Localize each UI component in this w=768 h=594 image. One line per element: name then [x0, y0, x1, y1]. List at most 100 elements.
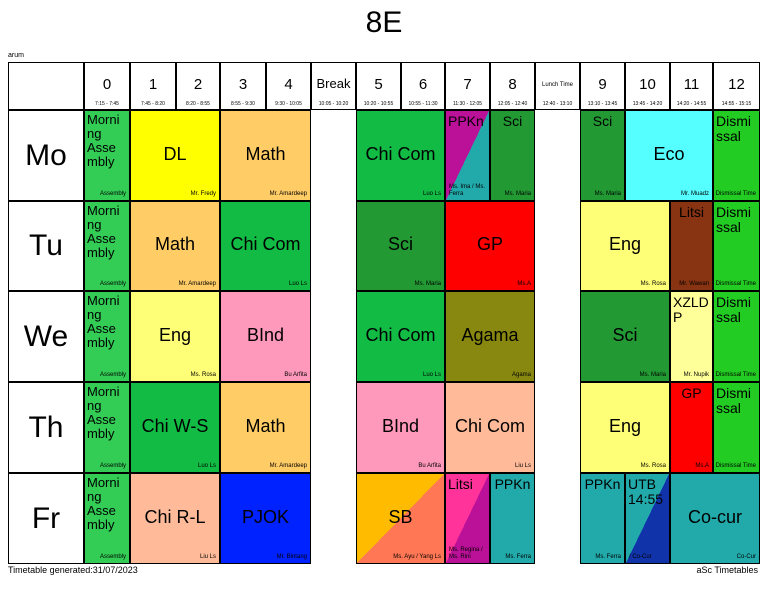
lesson-card[interactable]: BInd Bu Arfita — [356, 382, 445, 473]
lesson-subject: PPKn — [584, 476, 621, 492]
lesson-card[interactable]: Math Mr. Amardeep — [220, 382, 311, 473]
lesson-subject: Math — [245, 143, 286, 164]
lesson-card[interactable]: UTB 14:55 / Co-Cur — [625, 473, 670, 564]
day-label-fr: Fr — [8, 473, 84, 564]
lesson-teacher: Ms. Ayu / Yang Ls — [393, 554, 441, 560]
period-header-9: 8 12:05 - 12:40 — [490, 62, 535, 110]
lesson-card[interactable]: PPKn Ms. Ima / Ms. Ferra — [445, 110, 490, 201]
lesson-card[interactable]: PJOK Mr. Bintang — [220, 473, 311, 564]
lesson-teacher: Co-Cur — [736, 554, 756, 560]
lesson-card[interactable]: Chi Com Luo Ls — [220, 201, 311, 291]
lesson-teacher: Dismissal Time — [715, 372, 756, 378]
lesson-teacher: Mr. Amardeep — [269, 463, 307, 469]
lesson-teacher: Mr. Amardeep — [178, 281, 216, 287]
lesson-card[interactable]: PPKn Ms. Ferra — [580, 473, 625, 564]
lesson-card[interactable]: Morni ng Asse mbly Assembly — [84, 291, 130, 382]
lesson-card[interactable]: Morni ng Asse mbly Assembly — [84, 110, 130, 201]
lesson-card[interactable]: PPKn Ms. Ferra — [490, 473, 535, 564]
lesson-subject: Litsi — [448, 476, 473, 492]
lesson-card[interactable]: Chi Com Liu Ls — [445, 382, 535, 473]
period-header-11: 9 13:10 - 13:45 — [580, 62, 625, 110]
lesson-teacher: Mr. Muadz — [680, 191, 709, 197]
lesson-teacher: Ms. Ima / Ms. Ferra — [449, 184, 485, 197]
lesson-card[interactable]: Chi Com Luo Ls — [356, 291, 445, 382]
lesson-teacher: Luo Ls — [288, 281, 307, 287]
lesson-subject: Chi Com — [230, 234, 301, 255]
lesson-subject: Chi R-L — [144, 506, 206, 527]
lesson-card[interactable]: Sci Ms. Maria — [356, 201, 445, 291]
period-number: 11 — [683, 76, 700, 93]
lesson-teacher: Mr. Amardeep — [269, 191, 307, 197]
period-number: 7 — [463, 76, 472, 93]
lesson-card[interactable]: Math Mr. Amardeep — [130, 201, 220, 291]
lesson-teacher: Agama — [511, 372, 531, 378]
lesson-card[interactable]: Dismi ssal Dismissal Time — [713, 291, 760, 382]
lesson-card[interactable]: Morni ng Asse mbly Assembly — [84, 473, 130, 564]
lesson-subject: PPKn — [494, 476, 531, 492]
lesson-teacher: Ms. Ferra — [595, 554, 621, 560]
lesson-subject: Eng — [608, 234, 642, 255]
lesson-card[interactable]: Litsi Mr. Wawan — [670, 201, 713, 291]
lesson-card[interactable]: Morni ng Asse mbly Assembly — [84, 382, 130, 473]
lesson-card[interactable]: Sci Ms. Maria — [490, 110, 535, 201]
top-left-label: arum — [8, 52, 24, 59]
lesson-card[interactable]: Sci Ms. Maria — [580, 110, 625, 201]
lesson-card[interactable]: Eco Mr. Muadz — [625, 110, 713, 201]
lesson-card[interactable]: Chi Com Luo Ls — [356, 110, 445, 201]
lesson-teacher: Ms. Maria — [594, 191, 621, 197]
day-label-tu: Tu — [8, 201, 84, 291]
lesson-subject: Co-cur — [687, 506, 742, 527]
lesson-subject: Morni ng Asse mbly — [87, 112, 120, 169]
lesson-card[interactable]: XZLD P Mr. Nupik — [670, 291, 713, 382]
lesson-teacher: Luo Ls — [422, 191, 441, 197]
lesson-subject: Sci — [592, 113, 613, 129]
lesson-card[interactable]: Chi R-L Liu Ls — [130, 473, 220, 564]
lesson-card[interactable]: Morni ng Asse mbly Assembly — [84, 201, 130, 291]
lesson-subject: Morni ng Asse mbly — [87, 203, 120, 260]
lesson-subject: Eng — [158, 324, 192, 345]
period-number: Lunch Time — [541, 82, 574, 88]
period-time: 7:15 - 7:45 — [95, 101, 119, 107]
period-header-2: 2 8:20 - 8:55 — [176, 62, 220, 110]
period-number: 10 — [639, 76, 656, 93]
lesson-card[interactable]: Eng Ms. Rosa — [580, 201, 670, 291]
period-header-0: 0 7:15 - 7:45 — [84, 62, 130, 110]
lesson-teacher: Dismissal Time — [715, 463, 756, 469]
lesson-subject: Eng — [608, 415, 642, 436]
lesson-card[interactable]: Litsi Ms. Regina / Ms. Rini — [445, 473, 490, 564]
lesson-card[interactable]: Dismi ssal Dismissal Time — [713, 110, 760, 201]
period-header-8: 7 11:30 - 12:05 — [445, 62, 490, 110]
period-header-4: 4 9:30 - 10:05 — [266, 62, 311, 110]
lesson-subject: SB — [388, 506, 413, 527]
lesson-card[interactable]: Eng Ms. Rosa — [130, 291, 220, 382]
lesson-teacher: Ms. Rosa — [190, 372, 216, 378]
lesson-subject: PJOK — [241, 506, 289, 527]
lesson-card[interactable]: Dismi ssal Dismissal Time — [713, 201, 760, 291]
lesson-subject: Chi Com — [365, 143, 436, 164]
lesson-subject: Dismi ssal — [716, 385, 751, 416]
lesson-teacher: Ms.A — [517, 281, 531, 287]
header-corner — [8, 62, 84, 110]
lesson-teacher: Mr. Nupik — [683, 372, 709, 378]
lesson-subject: Morni ng Asse mbly — [87, 384, 120, 441]
lesson-card[interactable]: GP Ms.A — [445, 201, 535, 291]
lesson-card[interactable]: Dismi ssal Dismissal Time — [713, 382, 760, 473]
lesson-card[interactable]: DL Mr. Fredy — [130, 110, 220, 201]
lesson-card[interactable]: Eng Ms. Rosa — [580, 382, 670, 473]
lesson-teacher: Assembly — [99, 372, 126, 378]
lesson-teacher: Ms. Maria — [639, 372, 666, 378]
lesson-card[interactable]: BInd Bu Arfita — [220, 291, 311, 382]
lesson-card[interactable]: Agama Agama — [445, 291, 535, 382]
period-number: 3 — [238, 76, 248, 93]
period-header-10: Lunch Time 12:40 - 13:10 — [535, 62, 580, 110]
lesson-card[interactable]: Chi W-S Luo Ls — [130, 382, 220, 473]
lesson-teacher: Ms. Maria — [414, 281, 441, 287]
lesson-card[interactable]: Sci Ms. Maria — [580, 291, 670, 382]
lesson-card[interactable]: GP Ms.A — [670, 382, 713, 473]
lesson-card[interactable]: Co-cur Co-Cur — [670, 473, 760, 564]
lesson-teacher: Mr. Fredy — [190, 191, 216, 197]
lesson-card[interactable]: SB Ms. Ayu / Yang Ls — [356, 473, 445, 564]
lesson-teacher: Ms. Maria — [504, 191, 531, 197]
lesson-card[interactable]: Math Mr. Amardeep — [220, 110, 311, 201]
period-time: 13:45 - 14:20 — [632, 101, 663, 107]
